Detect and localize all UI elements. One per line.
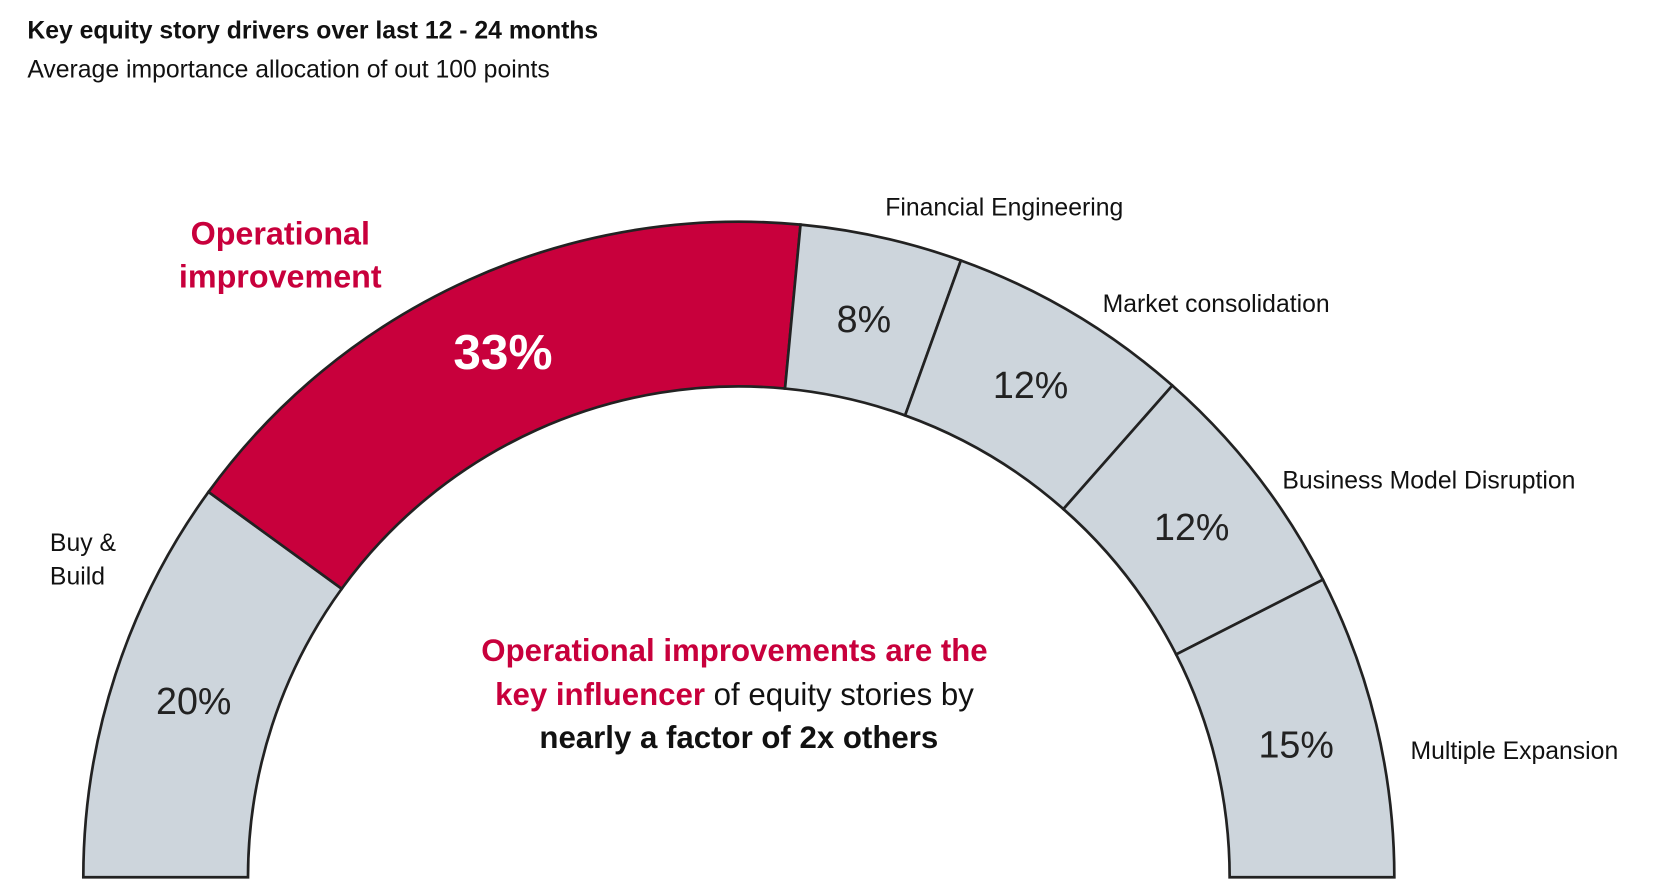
category-label: Build xyxy=(50,563,105,590)
data-label: 12% xyxy=(1154,506,1229,548)
data-label: 12% xyxy=(993,364,1068,406)
data-label: 15% xyxy=(1258,723,1333,765)
annotation-text: Operational improvements are the key inf… xyxy=(481,633,996,755)
annotation-highlight: key influencer xyxy=(495,677,705,712)
category-label: Operational xyxy=(191,215,370,251)
category-label: Multiple Expansion xyxy=(1410,738,1618,765)
annotation-line-2: of equity stories by xyxy=(705,677,974,712)
category-label: Buy & xyxy=(50,530,117,557)
annotation-line-3: nearly a factor of 2x others xyxy=(539,720,938,755)
chart-subtitle: Average importance allocation of out 100… xyxy=(27,56,549,83)
category-label: Market consolidation xyxy=(1103,291,1330,318)
annotation-line-1: Operational improvements are the xyxy=(481,633,987,668)
chart-title: Key equity story drivers over last 12 - … xyxy=(27,18,598,45)
data-label: 20% xyxy=(156,680,231,722)
category-label: improvement xyxy=(179,258,382,294)
category-label: Financial Engineering xyxy=(885,194,1123,221)
slice-multiple-expansion xyxy=(1174,577,1396,879)
data-label: 8% xyxy=(837,298,891,340)
category-label: Business Model Disruption xyxy=(1282,468,1575,495)
data-label: 33% xyxy=(453,325,552,380)
